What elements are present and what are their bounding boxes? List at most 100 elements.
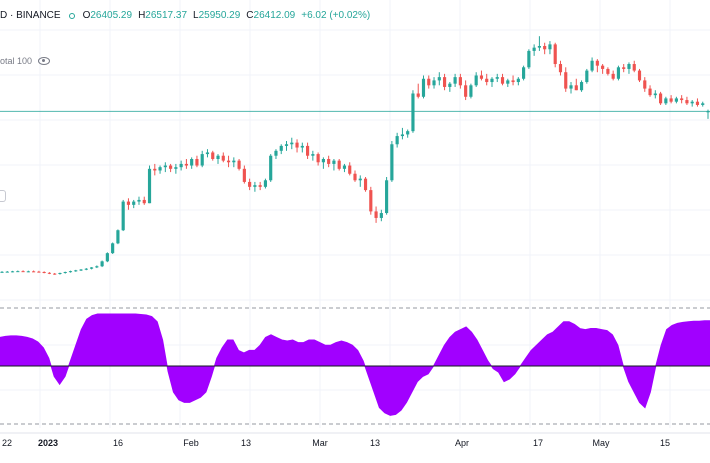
- indicator-label: otal 100: [0, 56, 33, 66]
- candle-body: [163, 165, 167, 168]
- indicator-legend[interactable]: otal 100: [0, 56, 51, 66]
- candle-body: [616, 67, 621, 79]
- candle-body: [506, 80, 510, 84]
- candle-body: [237, 160, 241, 169]
- candle-body: [321, 159, 325, 163]
- candle-body: [253, 185, 257, 187]
- candle-body: [105, 253, 109, 262]
- candle-body: [121, 201, 125, 231]
- candle-body: [184, 163, 188, 166]
- candle-body: [363, 178, 368, 191]
- candle-body: [358, 178, 362, 181]
- candle-body: [637, 70, 642, 81]
- candle-body: [342, 165, 347, 169]
- candle-body: [437, 77, 441, 81]
- candle-body: [680, 98, 684, 101]
- candle-body: [659, 93, 663, 104]
- candle-body: [421, 78, 426, 97]
- candle-body: [263, 180, 268, 187]
- candle-body: [495, 77, 499, 79]
- x-tick-label: Feb: [183, 438, 199, 448]
- candle-body: [653, 93, 657, 96]
- candle-body: [200, 154, 204, 166]
- candle-body: [669, 98, 673, 102]
- close-label: C: [246, 10, 254, 21]
- candle-body: [348, 165, 352, 174]
- candle-body: [284, 144, 289, 146]
- symbol-name[interactable]: D · BINANCE: [0, 10, 61, 21]
- candle-body: [84, 268, 88, 270]
- candle-body: [153, 168, 157, 171]
- candle-body: [532, 47, 536, 51]
- candle-body: [611, 73, 615, 79]
- candle-body: [58, 272, 62, 274]
- candle-body: [195, 159, 199, 166]
- candle-body: [0, 271, 4, 273]
- candle-body: [374, 211, 378, 218]
- candle-body: [274, 150, 278, 156]
- collapse-handle-icon[interactable]: [0, 190, 6, 202]
- candle-body: [47, 272, 51, 274]
- close-value: 26412.09: [253, 10, 296, 21]
- candle-body: [137, 199, 141, 202]
- candle-body: [306, 145, 310, 156]
- candle-body: [248, 181, 252, 187]
- x-tick-label: 2023: [38, 438, 58, 448]
- candle-body: [63, 271, 67, 273]
- x-tick-label: 15: [660, 438, 670, 448]
- high-label: H: [138, 10, 146, 21]
- candle-body: [379, 213, 383, 218]
- candle-body: [242, 168, 246, 182]
- x-tick-label: 16: [113, 438, 123, 448]
- candle-body: [674, 98, 678, 102]
- candle-body: [226, 160, 231, 163]
- candle-body: [100, 261, 104, 267]
- candle-body: [601, 65, 605, 69]
- candle-body: [564, 72, 568, 89]
- candle-body: [400, 134, 404, 137]
- candle-body: [142, 199, 146, 204]
- candle-body: [574, 85, 578, 91]
- candle-body: [553, 44, 557, 65]
- candle-body: [500, 77, 505, 84]
- x-tick-label: 13: [370, 438, 380, 448]
- candle-body: [169, 165, 173, 169]
- candle-body: [632, 64, 636, 71]
- candle-body: [543, 46, 547, 50]
- candle-body: [516, 78, 520, 83]
- candle-body: [111, 243, 115, 254]
- candle-body: [42, 271, 46, 273]
- low-label: L: [193, 10, 199, 21]
- candle-body: [16, 271, 20, 273]
- candle-body: [690, 101, 694, 104]
- candle-body: [32, 271, 36, 273]
- candle-body: [701, 103, 705, 105]
- candle-body: [327, 159, 331, 164]
- candle-body: [458, 77, 462, 86]
- candle-body: [37, 271, 41, 273]
- candle-body: [453, 77, 457, 84]
- candle-body: [511, 80, 515, 83]
- candle-body: [190, 159, 194, 166]
- candle-body: [537, 46, 541, 48]
- candle-body: [79, 269, 83, 271]
- candle-body: [10, 271, 15, 273]
- candle-body: [432, 80, 436, 86]
- candle-body: [385, 180, 389, 214]
- x-tick-label: Apr: [455, 438, 469, 448]
- candle-body: [627, 64, 631, 69]
- candle-body: [211, 152, 215, 159]
- eye-icon[interactable]: [38, 57, 51, 65]
- candle-body: [427, 78, 431, 86]
- candle-body: [147, 168, 152, 204]
- candle-body: [406, 131, 410, 135]
- candle-body: [353, 173, 357, 181]
- candle-body: [337, 160, 341, 169]
- candle-body: [695, 101, 700, 105]
- candle-body: [490, 78, 494, 83]
- candle-body: [132, 201, 136, 205]
- open-value: 26405.29: [90, 10, 133, 21]
- candle-body: [216, 155, 220, 159]
- candle-body: [448, 83, 452, 87]
